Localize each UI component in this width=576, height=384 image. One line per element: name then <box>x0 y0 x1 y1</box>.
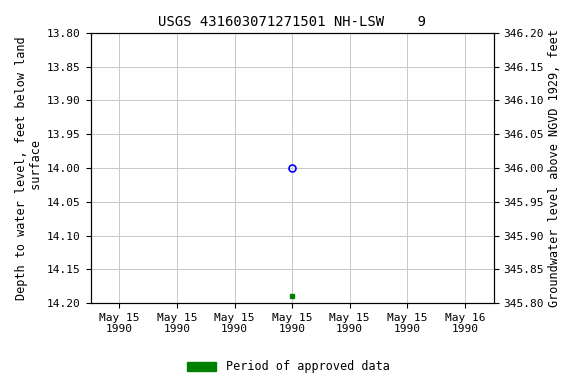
Y-axis label: Depth to water level, feet below land
 surface: Depth to water level, feet below land su… <box>15 36 43 300</box>
Legend: Period of approved data: Period of approved data <box>182 356 394 378</box>
Title: USGS 431603071271501 NH-LSW    9: USGS 431603071271501 NH-LSW 9 <box>158 15 426 29</box>
Y-axis label: Groundwater level above NGVD 1929, feet: Groundwater level above NGVD 1929, feet <box>548 29 561 307</box>
